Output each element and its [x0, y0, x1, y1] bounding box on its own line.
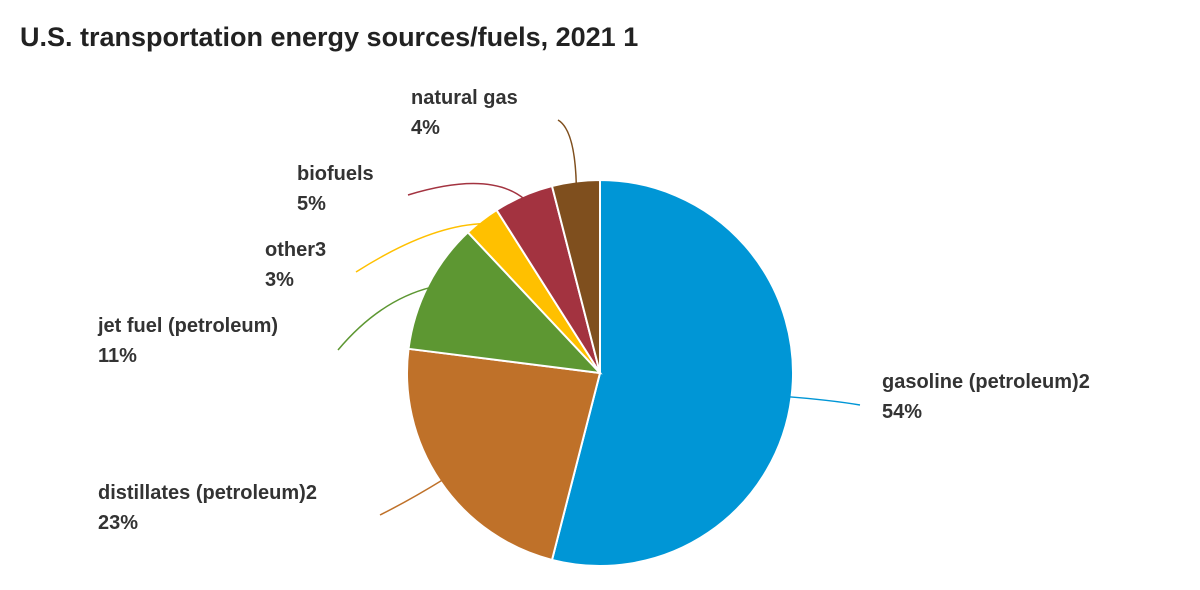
pie-slice	[407, 230, 603, 375]
slice-value-label: 23%	[98, 512, 138, 534]
leader-line	[337, 286, 432, 351]
leader-line	[787, 395, 861, 406]
slice-value-label: 54%	[882, 401, 922, 423]
slice-label: other3	[265, 239, 326, 261]
leader-line	[355, 222, 485, 273]
chart-title: U.S. transportation energy sources/fuels…	[20, 22, 638, 52]
slice-value-label: 3%	[265, 269, 294, 291]
slice-value-label: 4%	[411, 117, 440, 139]
slice-value-label: 11%	[98, 345, 137, 367]
slice-label: distillates (petroleum)2	[98, 482, 317, 504]
slice-label: biofuels	[297, 163, 374, 185]
slice-label: gasoline (petroleum)2	[882, 371, 1090, 393]
leader-line	[407, 182, 526, 201]
slice-value-label: 5%	[297, 193, 326, 215]
slice-label: jet fuel (petroleum)	[97, 315, 278, 337]
slice-label: natural gas	[411, 87, 518, 109]
leader-line	[557, 119, 578, 186]
leader-line	[379, 478, 445, 516]
